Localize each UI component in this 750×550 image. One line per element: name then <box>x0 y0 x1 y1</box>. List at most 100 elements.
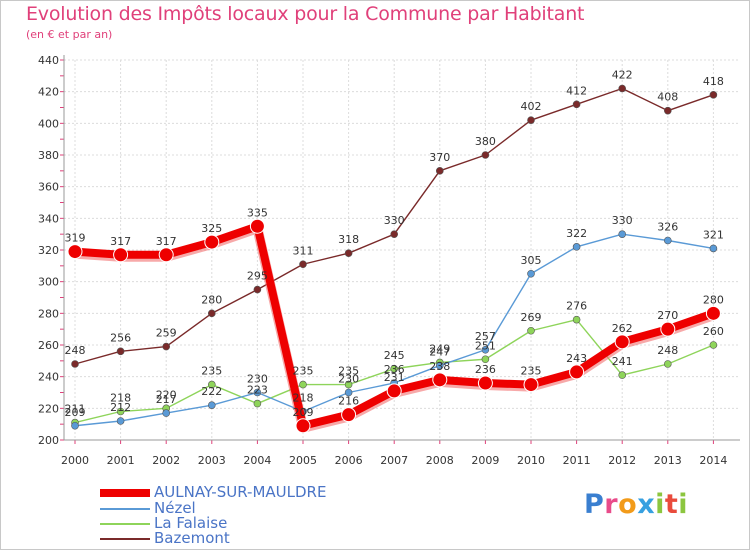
series-aulnay-data-label: 216 <box>338 395 359 408</box>
series-aulnay-point <box>249 218 265 234</box>
series-aulnay-data-label: 270 <box>657 309 678 322</box>
x-tick-label: 2001 <box>107 454 135 467</box>
series-bazemont-point <box>162 342 170 351</box>
series-aulnay-point <box>569 364 585 380</box>
series-nezel-data-label: 209 <box>65 406 86 419</box>
series-bazemont-data-label: 418 <box>703 75 724 88</box>
series-bazemont-point <box>618 84 627 93</box>
logo-letter: o <box>618 489 638 520</box>
series-aulnay-point <box>432 372 448 388</box>
legend-swatch-la-falaise <box>100 523 150 525</box>
series-bazemont-point <box>663 106 672 115</box>
series-aulnay-data-label: 335 <box>247 206 268 219</box>
x-tick-label: 2002 <box>152 454 180 467</box>
series-nezel-point <box>572 243 581 251</box>
x-tick-label: 2010 <box>517 454 545 467</box>
series-bazemont-point <box>299 260 307 269</box>
series-bazemont-point <box>709 91 718 99</box>
series-la-falaise-data-label: 223 <box>247 384 268 397</box>
series-nezel-data-label: 321 <box>703 228 724 241</box>
series-aulnay-data-label: 319 <box>65 232 86 245</box>
series-nezel-point <box>481 345 490 354</box>
y-tick-label: 400 <box>38 117 59 130</box>
series-bazemont-data-label: 256 <box>110 331 131 344</box>
y-tick-label: 200 <box>38 434 59 447</box>
series-la-falaise-point <box>618 371 627 379</box>
series-la-falaise-data-label: 220 <box>156 388 177 401</box>
series-aulnay-point <box>523 377 539 393</box>
series-la-falaise-point <box>299 380 307 389</box>
series-bazemont-point <box>481 151 490 159</box>
series-la-falaise-point <box>116 407 125 416</box>
series-bazemont-data-label: 259 <box>156 327 177 340</box>
series-bazemont-data-label: 318 <box>338 233 359 246</box>
legend-swatch-nezel <box>100 508 150 510</box>
series-nezel-data-label: 257 <box>475 330 496 343</box>
legend-label-nezel: Nézel <box>154 499 196 517</box>
series-nezel-data-label: 236 <box>384 363 405 376</box>
series-la-falaise-data-label: 248 <box>657 344 678 357</box>
x-tick-label: 2013 <box>654 454 682 467</box>
series-nezel-point <box>709 244 718 253</box>
series-bazemont-data-label: 380 <box>475 135 496 148</box>
series-nezel-point <box>344 388 353 397</box>
proxiti-logo: Proxiti <box>584 489 688 520</box>
logo-letter: i <box>655 489 665 520</box>
x-tick-label: 2011 <box>563 454 591 467</box>
x-tick-label: 2007 <box>380 454 408 467</box>
logo-letter: P <box>584 489 605 520</box>
series-la-falaise-data-label: 249 <box>429 342 450 355</box>
series-nezel-point <box>663 236 672 245</box>
series-la-falaise-data-label: 235 <box>338 365 359 378</box>
series-la-falaise-point <box>572 315 581 324</box>
series-nezel-data-label: 330 <box>612 214 633 227</box>
series-nezel-point <box>527 269 535 278</box>
y-tick-label: 340 <box>38 212 59 225</box>
series-nezel-point <box>435 361 444 370</box>
x-tick-label: 2006 <box>335 454 363 467</box>
series-aulnay-point <box>67 244 83 260</box>
series-nezel-data-label: 212 <box>110 401 131 414</box>
legend-label-la-falaise: La Falaise <box>154 514 228 532</box>
series-aulnay-point <box>204 234 220 250</box>
series-bazemont-point <box>572 100 581 109</box>
series-bazemont-point <box>253 285 262 294</box>
series-bazemont-data-label: 280 <box>201 293 222 306</box>
x-tick-label: 2003 <box>198 454 226 467</box>
x-tick-label: 2000 <box>61 454 89 467</box>
series-bazemont-data-label: 402 <box>521 100 542 113</box>
logo-letter: i <box>678 489 689 520</box>
y-tick-label: 300 <box>38 276 59 289</box>
series-nezel-data-label: 326 <box>657 221 678 234</box>
x-tick-label: 2004 <box>243 454 271 467</box>
series-aulnay-data-label: 262 <box>612 322 633 335</box>
series-la-falaise-point <box>390 364 399 373</box>
chart-subtitle: (en € et par an) <box>26 28 113 41</box>
series-bazemont-data-label: 295 <box>247 270 268 283</box>
series-bazemont-data-label: 408 <box>657 91 678 104</box>
series-nezel-data-label: 247 <box>429 346 450 359</box>
series-la-falaise-data-label: 235 <box>293 365 314 378</box>
series-aulnay-data-label: 325 <box>201 222 222 235</box>
series-aulnay-point <box>341 407 357 423</box>
y-tick-label: 420 <box>38 86 59 99</box>
series-la-falaise-data-label: 245 <box>384 349 405 362</box>
y-tick-label: 260 <box>38 339 59 352</box>
series-bazemont-data-label: 370 <box>429 151 450 164</box>
series-la-falaise-data-label: 235 <box>201 365 222 378</box>
y-tick-label: 360 <box>38 181 59 194</box>
logo-letter: t <box>664 489 679 520</box>
series-la-falaise-data-label: 218 <box>110 392 131 405</box>
series-nezel-point <box>162 409 170 417</box>
series-la-falaise-data-label: 269 <box>521 311 542 324</box>
series-la-falaise-data-label: 241 <box>612 355 633 368</box>
series-la-falaise-point <box>481 355 490 364</box>
series-aulnay-data-label: 280 <box>703 293 724 306</box>
series-nezel-data-label: 218 <box>293 392 314 405</box>
series-bazemont-point <box>527 116 535 124</box>
series-la-falaise-data-label: 260 <box>703 325 724 338</box>
series-la-falaise-point <box>527 326 535 335</box>
series-bazemont-data-label: 311 <box>293 244 314 257</box>
series-bazemont-point <box>344 249 353 257</box>
series-nezel-data-label: 230 <box>338 373 359 386</box>
